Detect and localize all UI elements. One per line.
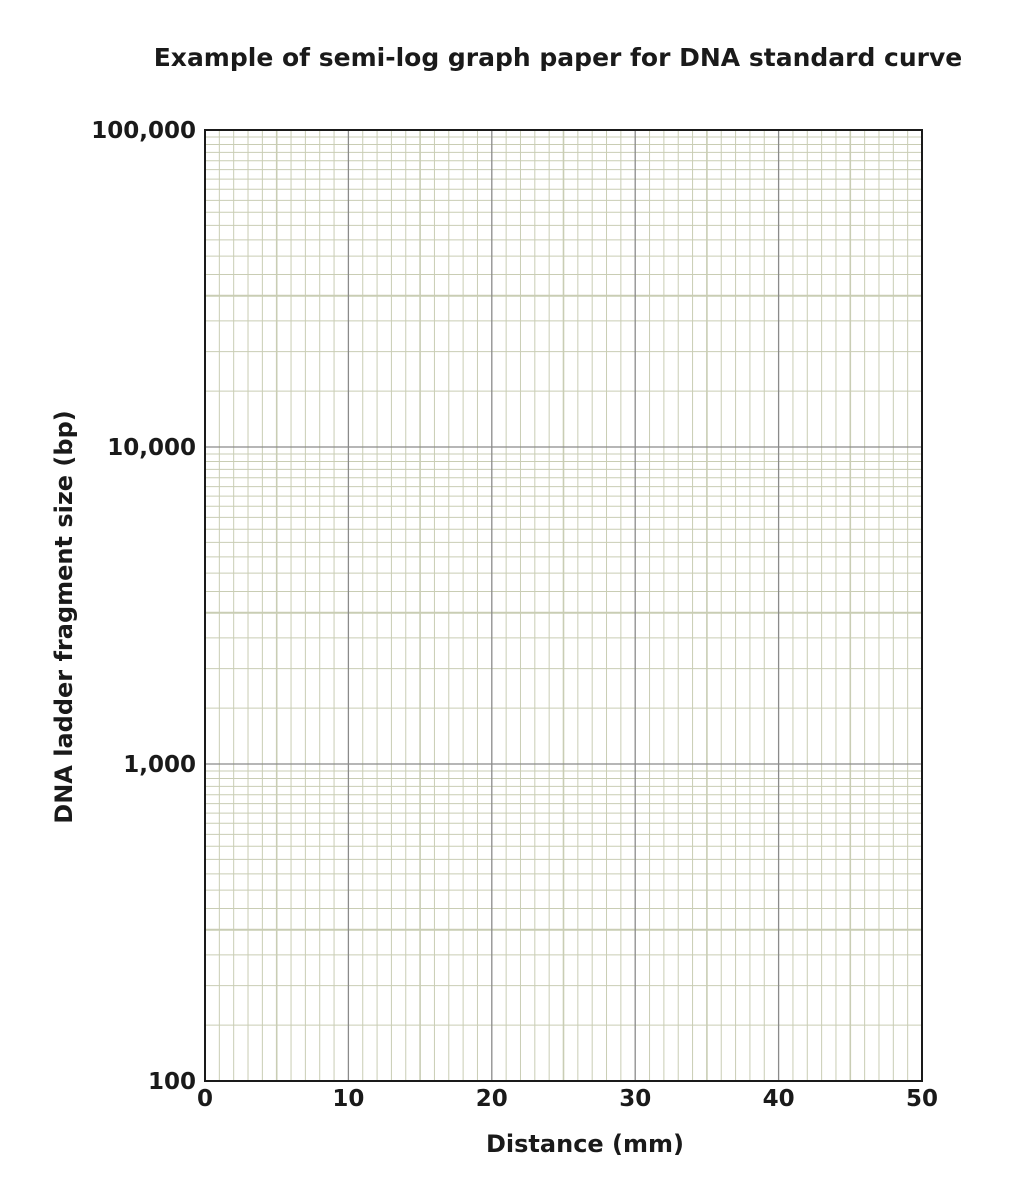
y-tick-label: 1,000 bbox=[123, 752, 196, 778]
y-axis-label: DNA ladder fragment size (bp) bbox=[50, 410, 78, 823]
x-tick-label: 40 bbox=[763, 1086, 795, 1112]
plot-frame bbox=[204, 129, 923, 1082]
y-tick-label: 100,000 bbox=[91, 118, 196, 144]
x-tick-label: 30 bbox=[619, 1086, 651, 1112]
x-tick-label: 10 bbox=[332, 1086, 364, 1112]
x-tick-label: 50 bbox=[906, 1086, 938, 1112]
major-grid bbox=[205, 130, 922, 1081]
x-axis-label: Distance (mm) bbox=[486, 1130, 684, 1158]
x-tick-label: 0 bbox=[197, 1086, 213, 1112]
minor-grid bbox=[205, 130, 922, 1081]
y-tick-label: 100 bbox=[148, 1069, 196, 1095]
y-tick-label: 10,000 bbox=[107, 435, 196, 461]
chart-title: Example of semi-log graph paper for DNA … bbox=[154, 43, 963, 72]
x-tick-labels: 0 10 20 30 40 50 bbox=[197, 1086, 938, 1112]
y-tick-labels: 100 1,000 10,000 100,000 bbox=[91, 118, 196, 1095]
x-tick-label: 20 bbox=[476, 1086, 508, 1112]
